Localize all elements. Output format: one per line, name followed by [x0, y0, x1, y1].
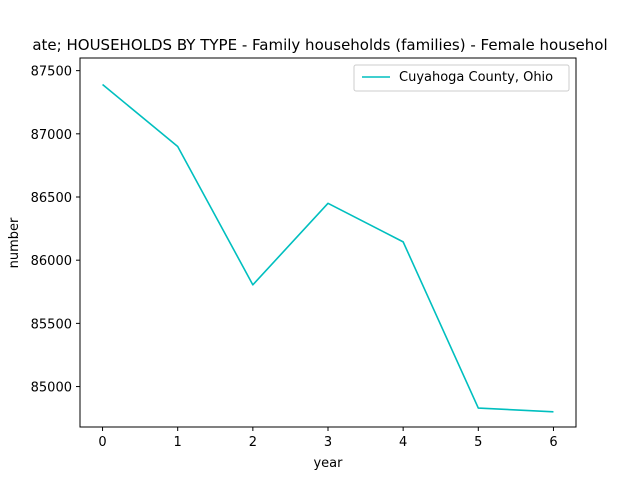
y-tick-label: 86000: [31, 254, 72, 269]
y-tick-label: 87500: [31, 65, 72, 80]
legend-box: [353, 64, 570, 92]
x-tick-label: 1: [174, 435, 182, 450]
legend-label: Cuyahoga County, Ohio: [399, 70, 553, 85]
x-tick-label: 4: [399, 435, 407, 450]
x-tick-label: 0: [98, 435, 106, 450]
series-lines: [102, 83, 554, 413]
x-axis-label: year: [313, 456, 343, 471]
y-tick-label: 86500: [31, 191, 72, 206]
y-axis: 85000 85500 86000 86500 87000 87500: [31, 65, 80, 396]
series-line-0: [102, 83, 554, 413]
y-tick-label: 85000: [31, 381, 72, 396]
legend: Cuyahoga County, Ohio: [353, 64, 570, 92]
plot-area: [79, 57, 577, 428]
y-tick-label: 87000: [31, 128, 72, 143]
x-tick-label: 5: [474, 435, 482, 450]
x-tick-label: 6: [549, 435, 557, 450]
x-tick-label: 2: [249, 435, 257, 450]
chart-title: ate; HOUSEHOLDS BY TYPE - Family househo…: [32, 36, 607, 54]
y-axis-label: number: [7, 217, 22, 268]
y-tick-label: 85500: [31, 317, 72, 332]
x-axis: 0 1 2 3 4 5 6: [98, 427, 558, 450]
x-tick-label: 3: [324, 435, 332, 450]
